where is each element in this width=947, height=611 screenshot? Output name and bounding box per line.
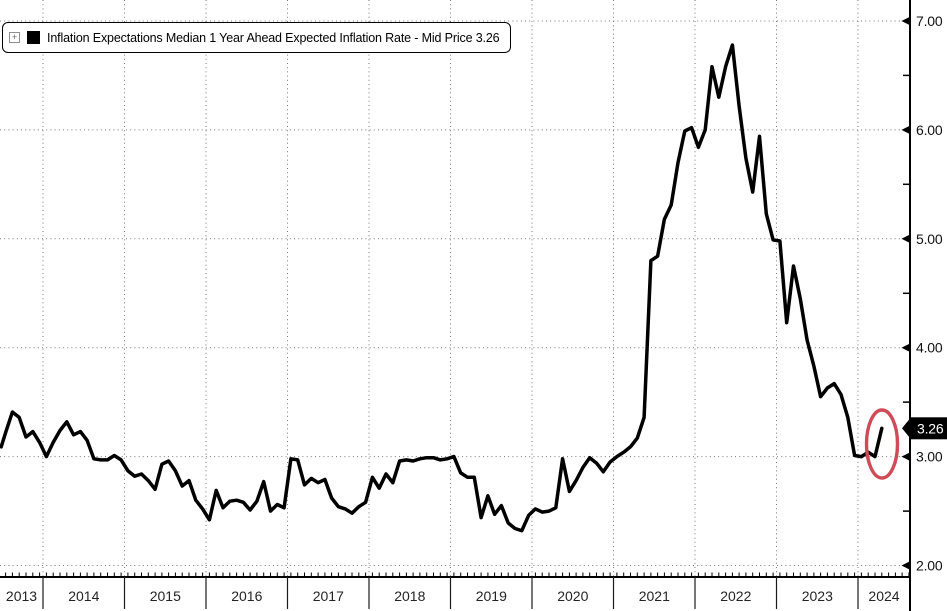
svg-text:4.00: 4.00 xyxy=(916,340,943,356)
highlight-ellipse xyxy=(864,408,900,480)
svg-text:2022: 2022 xyxy=(720,588,751,604)
series-label: Inflation Expectations Median 1 Year Ahe… xyxy=(47,30,500,45)
expand-icon[interactable]: + xyxy=(9,32,20,43)
axes xyxy=(0,0,911,611)
svg-text:2018: 2018 xyxy=(394,588,425,604)
svg-text:2017: 2017 xyxy=(313,588,344,604)
x-axis-labels: 2013 2014 2015 2016 2017 2018 2019 2020 2021 2022… xyxy=(6,577,900,609)
svg-text:5.00: 5.00 xyxy=(916,231,943,247)
month-ticks xyxy=(5,572,910,577)
price-line xyxy=(0,43,884,533)
last-price-badge: 3.26 xyxy=(902,417,947,440)
y-axis-labels: 2.00 3.00 4.00 5.00 6.00 7.00 xyxy=(901,13,943,574)
gridlines xyxy=(0,0,910,577)
svg-text:3.26: 3.26 xyxy=(917,420,944,436)
svg-text:7.00: 7.00 xyxy=(916,13,943,29)
svg-text:2015: 2015 xyxy=(150,588,181,604)
svg-text:3.00: 3.00 xyxy=(916,449,943,465)
legend[interactable]: + Inflation Expectations Median 1 Year A… xyxy=(2,22,512,53)
svg-text:6.00: 6.00 xyxy=(916,122,943,138)
svg-text:2020: 2020 xyxy=(557,588,588,604)
svg-text:2019: 2019 xyxy=(476,588,507,604)
svg-text:2016: 2016 xyxy=(231,588,262,604)
svg-text:2024: 2024 xyxy=(868,588,899,604)
svg-text:2023: 2023 xyxy=(802,588,833,604)
svg-text:2014: 2014 xyxy=(68,588,99,604)
svg-text:2013: 2013 xyxy=(6,588,37,604)
svg-text:2021: 2021 xyxy=(639,588,670,604)
series-marker-icon xyxy=(27,31,40,44)
svg-text:2.00: 2.00 xyxy=(916,558,943,574)
